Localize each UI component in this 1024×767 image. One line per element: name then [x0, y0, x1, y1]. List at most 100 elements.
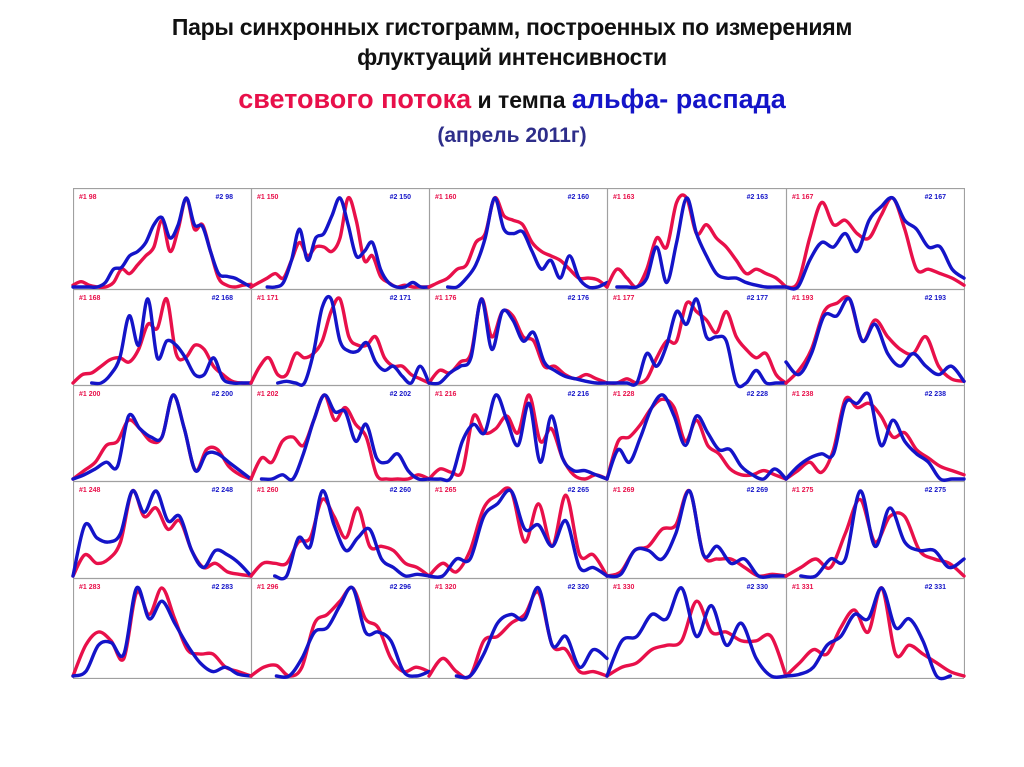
series-2-label: #2 150: [389, 194, 411, 201]
histogram-plot: [784, 195, 966, 291]
histogram-panel-260: #1 260 #2 260: [249, 481, 431, 581]
series-1-label: #1 98: [79, 194, 97, 201]
grid-lines: [73, 188, 965, 679]
histogram-plot: [249, 585, 431, 679]
series-2-label: #2 296: [389, 584, 411, 591]
series-2-line: [273, 489, 431, 581]
histogram-panel-163: #1 163 #2 163: [605, 188, 788, 290]
series-2-label: #2 176: [567, 295, 589, 302]
histogram-plot: [249, 393, 431, 482]
series-1-line: [249, 393, 431, 482]
histogram-plot: [427, 586, 609, 680]
histogram-plot: [427, 196, 609, 290]
histogram-plot: [605, 489, 788, 579]
series-1-line: [784, 395, 966, 481]
histogram-panel-330: #1 330 #2 330: [605, 578, 788, 679]
histogram-panel-176: #1 176 #2 176: [427, 289, 609, 386]
series-1-label: #1 216: [435, 391, 457, 398]
series-2-line: [71, 489, 253, 578]
series-2-line: [454, 586, 609, 680]
series-2-line: [446, 196, 609, 290]
series-1-label: #1 275: [792, 487, 814, 494]
series-1-label: #1 160: [435, 194, 457, 201]
series-1-line: [605, 397, 788, 481]
series-2-label: #2 330: [746, 584, 768, 591]
series-2-line: [427, 297, 609, 386]
histogram-panel-167: #1 167 #2 167: [784, 188, 966, 291]
series-2-label: #2 98: [215, 194, 233, 201]
series-1-label: #1 248: [79, 487, 101, 494]
histogram-plot: [784, 586, 966, 681]
histogram-plot: [605, 297, 788, 389]
histogram-panel-160: #1 160 #2 160: [427, 188, 609, 290]
series-1-label: #1 200: [79, 391, 101, 398]
series-2-label: #2 177: [746, 295, 768, 302]
histogram-plot: [71, 393, 253, 481]
series-2-label: #2 248: [211, 487, 233, 494]
histogram-panel-331: #1 331 #2 331: [784, 578, 966, 681]
series-1-label: #1 238: [792, 391, 814, 398]
series-2-label: #2 228: [746, 391, 768, 398]
chart-title-line-3: светового потока и темпа альфа- распада: [0, 82, 1024, 117]
histogram-panel-171: #1 171 #2 171: [249, 289, 431, 387]
histogram-panel-98: #1 98 #2 98: [71, 188, 253, 290]
series-1-label: #1 177: [613, 295, 635, 302]
histogram-plot: [427, 297, 609, 386]
histogram-plot: [249, 195, 431, 290]
series-2-line: [71, 585, 253, 678]
series-2-label: #2 202: [389, 391, 411, 398]
series-1-label: #1 331: [792, 584, 814, 591]
histogram-plot: [784, 489, 966, 579]
histogram-plot: [249, 489, 431, 581]
series-2-line: [259, 393, 431, 482]
series-2-label: #2 193: [924, 295, 946, 302]
histogram-plot: [71, 297, 253, 386]
series-1-line: [71, 297, 253, 385]
title-alpha-decay: альфа- распада: [571, 84, 786, 114]
series-1-label: #1 176: [435, 295, 457, 302]
series-2-label: #2 216: [567, 391, 589, 398]
series-1-line: [249, 497, 431, 578]
series-2-line: [90, 297, 253, 386]
series-1-line: [71, 489, 253, 578]
series-2-label: #2 331: [924, 584, 946, 591]
series-1-line: [71, 196, 253, 290]
title-light-flux: светового потока: [238, 84, 472, 114]
series-1-line: [605, 599, 788, 678]
series-2-line: [784, 586, 952, 681]
histogram-panel-202: #1 202 #2 202: [249, 385, 431, 482]
series-1-line: [784, 497, 966, 578]
histogram-panel-200: #1 200 #2 200: [71, 385, 253, 481]
series-2-label: #2 163: [746, 194, 768, 201]
series-2-line: [265, 196, 431, 290]
series-2-line: [615, 196, 788, 290]
chart-date: (апрель 2011г): [437, 124, 587, 147]
series-2-label: #2 168: [211, 295, 233, 302]
histogram-grid: #1 98 #2 98 #1 150 #2 150 #1 160 #2 160 #1 163…: [71, 188, 966, 681]
series-1-label: #1 260: [257, 487, 279, 494]
series-2-line: [71, 196, 253, 290]
series-1-label: #1 265: [435, 487, 457, 494]
series-2-line: [274, 585, 431, 679]
histogram-panel-193: #1 193 #2 193: [784, 289, 966, 385]
series-1-line: [784, 196, 966, 290]
series-1-line: [71, 586, 253, 678]
series-2-line: [71, 393, 253, 481]
histogram-plot: [605, 393, 788, 481]
series-1-label: #1 330: [613, 584, 635, 591]
series-2-label: #2 320: [567, 584, 589, 591]
title-connector: и темпа: [471, 87, 572, 113]
series-2-label: #2 200: [211, 391, 233, 398]
series-2-line: [427, 488, 609, 579]
series-2-label: #2 275: [924, 487, 946, 494]
histogram-plot: [784, 295, 966, 385]
series-1-label: #1 228: [613, 391, 635, 398]
histogram-plot: [71, 489, 253, 578]
histogram-plot: [605, 586, 788, 679]
histogram-panel-283: #1 283 #2 283: [71, 578, 253, 678]
histogram-panel-216: #1 216 #2 216: [427, 385, 609, 483]
series-2-label: #2 160: [567, 194, 589, 201]
series-2-line: [799, 489, 966, 579]
series-1-label: #1 269: [613, 487, 635, 494]
series-1-label: #1 168: [79, 295, 101, 302]
